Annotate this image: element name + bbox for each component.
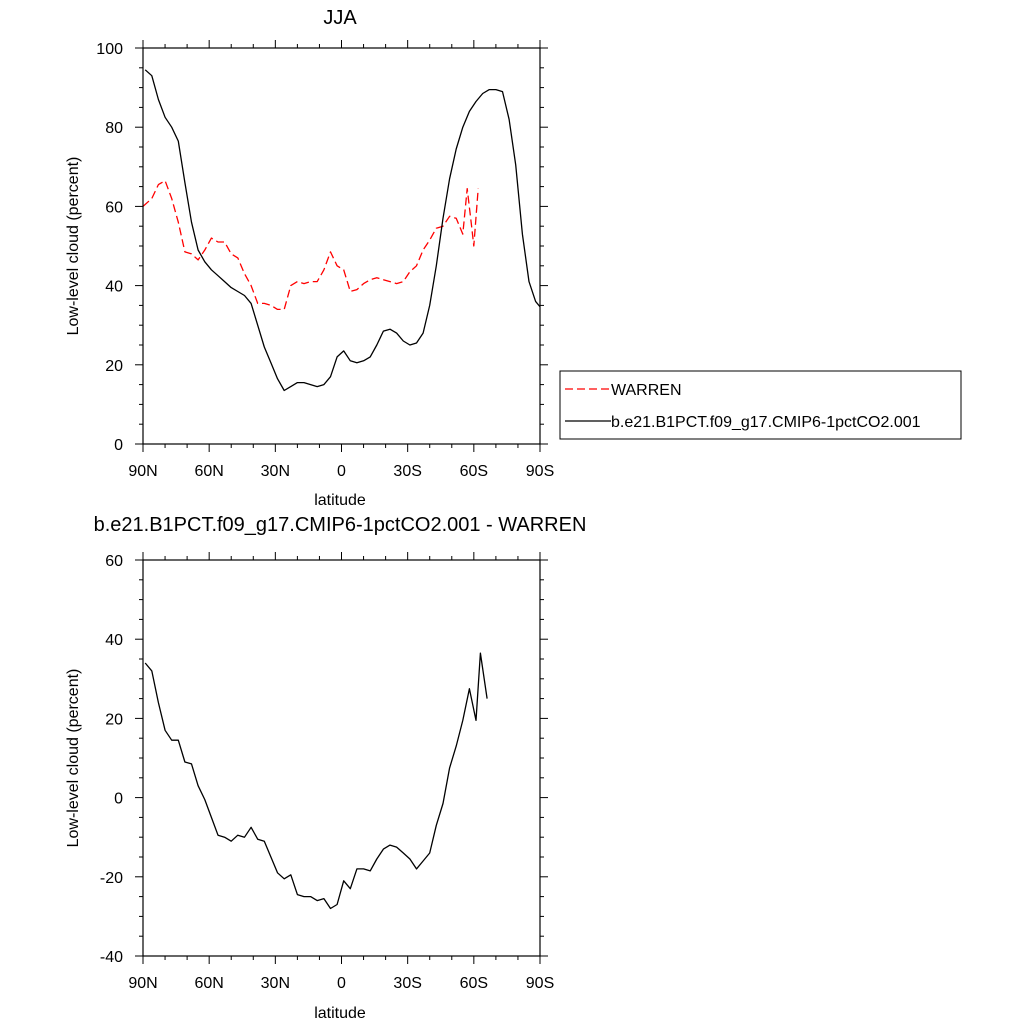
bottom-plot-area: 90N 60N 30N 0 30S 60S 90S -40 -20 0 20 40 60	[100, 552, 554, 992]
top-x-tick-label: 90S	[526, 463, 554, 480]
bottom-x-tick-label: 90S	[526, 975, 554, 992]
top-tick-layer: 90N 60N 30N 0 30S 60S 90S 0 20 40 60 80 100	[96, 40, 554, 480]
bottom-y-tick-label: -20	[100, 870, 123, 887]
legend-label-model: b.e21.B1PCT.f09_g17.CMIP6-1pctCO2.001	[611, 414, 921, 431]
top-y-tick-label: 60	[105, 199, 123, 216]
top-series-layer	[143, 69, 540, 392]
bottom-x-tick-label: 60N	[194, 975, 223, 992]
bottom-series-layer	[144, 652, 488, 910]
top-y-tick-label: 0	[114, 437, 123, 454]
bottom-x-tick-label: 0	[337, 975, 346, 992]
top-y-tick-label: 100	[96, 41, 123, 58]
bottom-y-tick-label: -40	[100, 949, 123, 966]
bottom-y-tick-label: 20	[105, 711, 123, 728]
bottom-y-tick-label: 0	[114, 791, 123, 808]
bottom-x-tick-label: 30S	[393, 975, 421, 992]
top-chart-panel: JJA 90N 60N 30N 0 30S 60S 90S 0 20 40 60 80 100 lati…	[65, 7, 962, 509]
bottom-series-line-difference	[144, 652, 488, 910]
top-series-line-warren	[143, 180, 479, 311]
bottom-tick-layer: 90N 60N 30N 0 30S 60S 90S -40 -20 0 20 40 60	[100, 552, 554, 992]
bottom-plot-frame	[142, 559, 541, 957]
top-chart-legend: WARREN b.e21.B1PCT.f09_g17.CMIP6-1pctCO2…	[559, 370, 962, 440]
top-x-tick-label: 30S	[393, 463, 421, 480]
bottom-x-tick-label: 90N	[128, 975, 157, 992]
legend-box	[559, 370, 962, 440]
top-series-line-model	[144, 69, 540, 392]
legend-label-warren: WARREN	[611, 382, 682, 399]
top-chart-title: JJA	[323, 7, 357, 29]
top-x-tick-label: 60S	[460, 463, 488, 480]
top-x-tick-label: 30N	[261, 463, 290, 480]
top-x-axis-label: latitude	[314, 492, 366, 509]
top-x-tick-label: 60N	[194, 463, 223, 480]
bottom-chart-panel: b.e21.B1PCT.f09_g17.CMIP6-1pctCO2.001 - …	[65, 514, 586, 1022]
top-x-tick-label: 0	[337, 463, 346, 480]
top-plot-area: 90N 60N 30N 0 30S 60S 90S 0 20 40 60 80 100	[96, 40, 554, 480]
top-y-axis-label: Low-level cloud (percent)	[65, 157, 82, 336]
bottom-y-axis-label: Low-level cloud (percent)	[65, 669, 82, 848]
top-x-tick-label: 90N	[128, 463, 157, 480]
bottom-x-tick-label: 30N	[261, 975, 290, 992]
bottom-y-tick-label: 60	[105, 553, 123, 570]
bottom-x-tick-label: 60S	[460, 975, 488, 992]
bottom-y-tick-label: 40	[105, 632, 123, 649]
bottom-chart-title: b.e21.B1PCT.f09_g17.CMIP6-1pctCO2.001 - …	[94, 514, 587, 536]
top-y-tick-label: 40	[105, 279, 123, 296]
top-plot-frame	[142, 47, 541, 445]
bottom-x-axis-label: latitude	[314, 1005, 366, 1022]
top-y-tick-label: 80	[105, 120, 123, 137]
top-y-tick-label: 20	[105, 358, 123, 375]
